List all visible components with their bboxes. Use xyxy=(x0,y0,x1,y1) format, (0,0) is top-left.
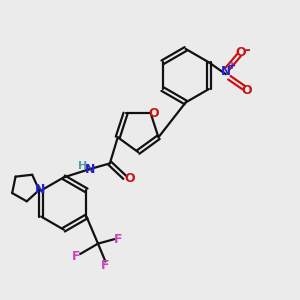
Text: F: F xyxy=(101,259,110,272)
Text: H: H xyxy=(78,161,87,171)
Text: +: + xyxy=(228,61,236,71)
Text: O: O xyxy=(124,172,135,185)
Text: F: F xyxy=(114,233,123,246)
Text: O: O xyxy=(241,84,252,97)
Text: O: O xyxy=(235,46,246,59)
Text: N: N xyxy=(221,65,231,78)
Text: N: N xyxy=(35,183,45,196)
Text: N: N xyxy=(85,163,96,176)
Text: O: O xyxy=(148,107,159,120)
Text: -: - xyxy=(244,43,250,56)
Text: F: F xyxy=(72,250,81,263)
